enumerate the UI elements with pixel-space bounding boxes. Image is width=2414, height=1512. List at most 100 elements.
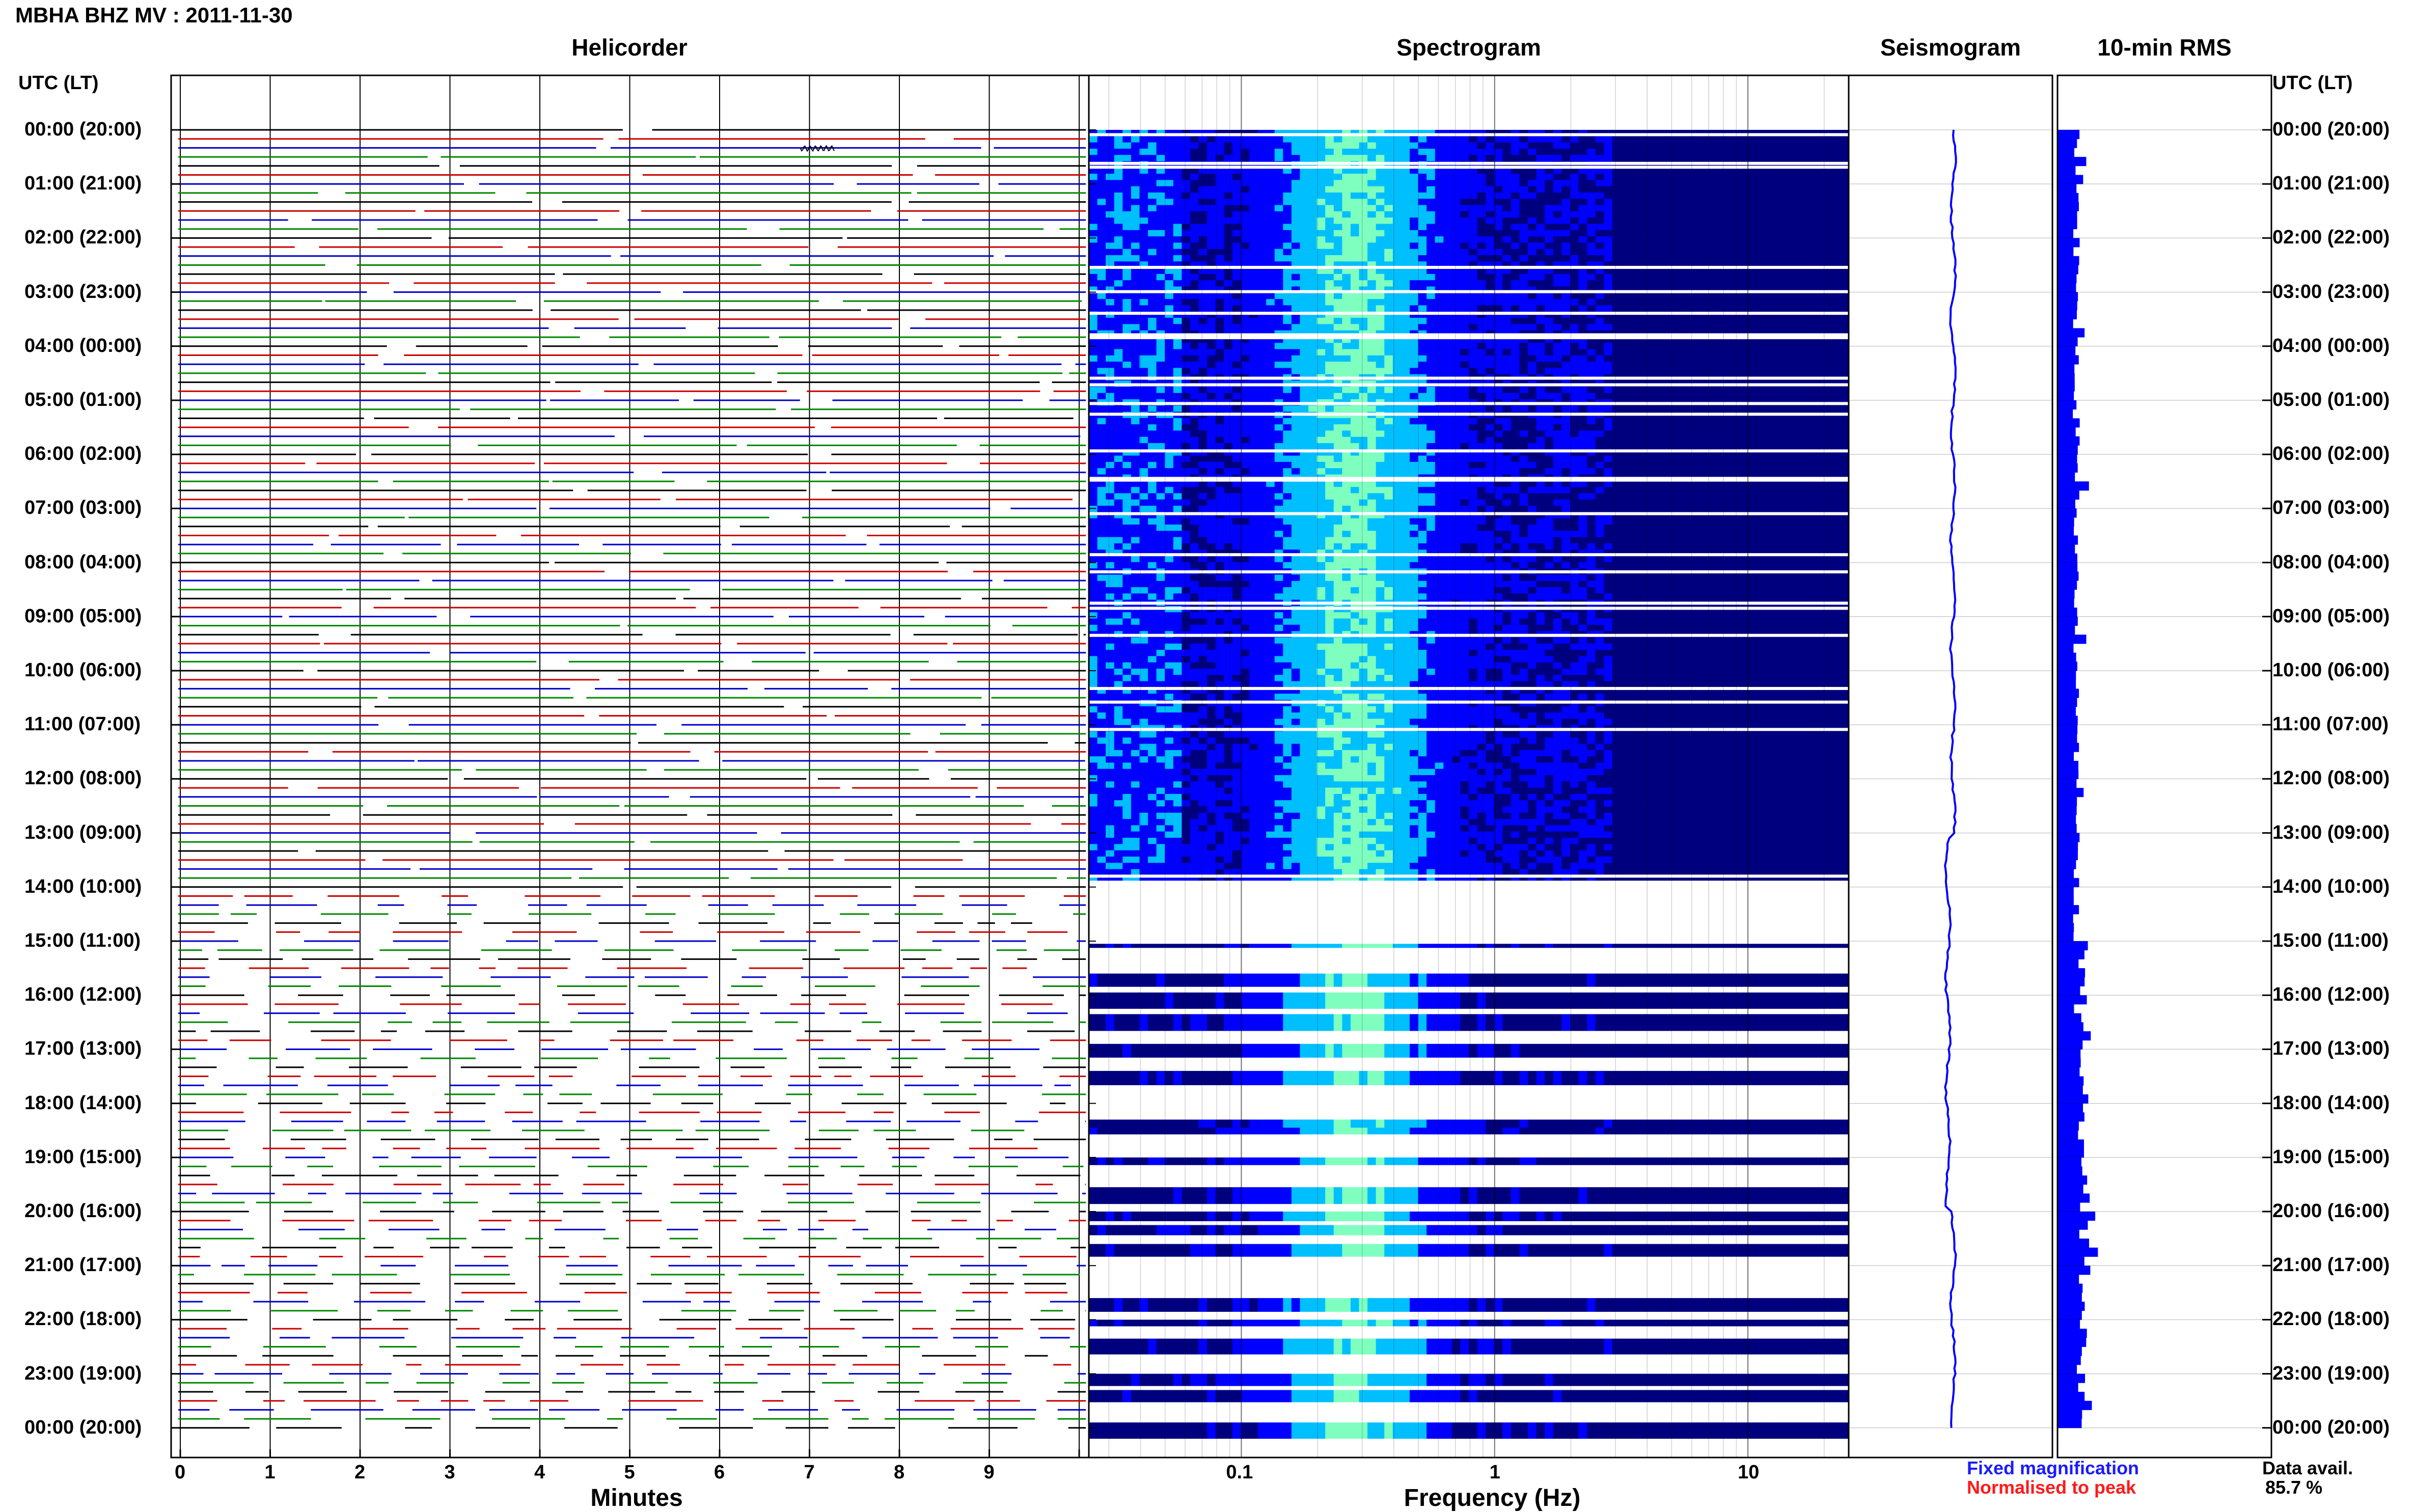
spectrogram-cell — [1443, 424, 1452, 431]
spectrogram-cell — [1190, 387, 1199, 393]
spectrogram-cell — [1351, 456, 1359, 462]
spectrogram-cell — [1604, 368, 1612, 374]
spectrogram-cell — [1300, 149, 1308, 155]
spectrogram-cell — [1832, 224, 1841, 231]
spectrogram-cell — [1435, 143, 1444, 149]
spectrogram-cell — [1435, 355, 1444, 362]
spectrogram-cell — [1199, 343, 1208, 349]
spectrogram-cell — [1435, 393, 1444, 400]
spectrogram-cell — [1249, 274, 1258, 281]
spectrogram-cell — [1157, 205, 1165, 212]
spectrogram-cell — [1367, 362, 1376, 368]
spectrogram-cell — [1655, 143, 1663, 149]
spectrogram-cell — [1731, 387, 1739, 393]
spectrogram-cell — [1655, 462, 1663, 469]
spectrogram-cell — [1207, 205, 1216, 212]
spectrogram-cell — [1427, 136, 1435, 143]
spectrogram-cell — [1629, 236, 1638, 243]
spectrogram-cell — [1460, 424, 1469, 431]
spectrogram-cell — [1351, 186, 1359, 193]
spectrogram-cell — [1249, 387, 1258, 393]
spectrogram-cell — [1781, 355, 1790, 362]
spectrogram-cell — [1773, 324, 1781, 331]
spectrogram-cell — [1351, 368, 1359, 374]
spectrogram-cell — [1790, 180, 1798, 186]
spectrogram-cell — [1367, 143, 1376, 149]
spectrogram-cell — [1764, 280, 1773, 287]
spectrogram-cell — [1764, 387, 1773, 393]
spectrogram-cell — [1486, 180, 1494, 186]
spectrogram-cell — [1283, 437, 1292, 444]
spectrogram-cell — [1367, 149, 1376, 155]
spectrogram-cell — [1224, 430, 1232, 437]
spectrogram-cell — [1655, 186, 1663, 193]
spectrogram-cell — [1596, 230, 1604, 237]
spectrogram-cell — [1486, 393, 1494, 400]
spectrogram-cell — [1697, 143, 1706, 149]
spectrogram-cell — [1131, 249, 1140, 256]
spectrogram-cell — [1612, 249, 1621, 256]
spectrogram-cell — [1351, 437, 1359, 444]
spectrogram-cell — [1098, 424, 1106, 431]
spectrogram-cell — [1671, 343, 1680, 349]
spectrogram-cell — [1435, 349, 1444, 356]
spectrogram-cell — [1621, 405, 1629, 412]
spectrogram-cell — [1283, 349, 1292, 356]
spectrogram-cell — [1241, 387, 1249, 393]
spectrogram-cell — [1663, 468, 1671, 475]
spectrogram-cell — [1334, 324, 1342, 331]
spectrogram-cell — [1756, 456, 1765, 462]
spectrogram-cell — [1232, 242, 1241, 249]
spectrogram-cell — [1207, 387, 1216, 393]
spectrogram-cell — [1587, 174, 1596, 180]
spectrogram-cell — [1148, 305, 1157, 312]
spectrogram-cell — [1173, 205, 1182, 212]
spectrogram-cell — [1621, 249, 1629, 256]
spectrogram-cell — [1832, 387, 1841, 393]
spectrogram-cell — [1131, 236, 1140, 243]
spectrogram-cell — [1131, 230, 1140, 237]
spectrogram-cell — [1325, 405, 1334, 412]
spectrogram-cell — [1486, 368, 1494, 374]
spectrogram-cell — [1165, 211, 1173, 218]
spectrogram-cell — [1452, 293, 1461, 299]
spectrogram-cell — [1756, 424, 1765, 431]
spectrogram-cell — [1182, 199, 1190, 205]
spectrogram-cell — [1612, 424, 1621, 431]
spectrogram-cell — [1342, 293, 1351, 299]
spectrogram-cell — [1815, 368, 1824, 374]
spectrogram-cell — [1342, 305, 1351, 312]
spectrogram-cell — [1773, 343, 1781, 349]
spectrogram-cell — [1266, 355, 1275, 362]
spectrogram-cell — [1342, 230, 1351, 237]
spectrogram-cell — [1300, 211, 1308, 218]
spectrogram-cell — [1663, 143, 1671, 149]
spectrogram-cell — [1410, 280, 1418, 287]
spectrogram-cell — [1401, 211, 1410, 218]
spectrogram-cell — [1182, 149, 1190, 155]
spectrogram-cell — [1300, 305, 1308, 312]
spectrogram-cell — [1131, 242, 1140, 249]
spectrogram-cell — [1190, 318, 1199, 324]
spectrogram-cell — [1561, 205, 1570, 212]
spectrogram-cell — [1477, 424, 1486, 431]
spectrogram-cell — [1266, 424, 1275, 431]
spectrogram-cell — [1165, 193, 1173, 199]
spectrogram-cell — [1089, 242, 1098, 249]
spectrogram-cell — [1697, 230, 1706, 237]
spectrogram-cell — [1435, 343, 1444, 349]
spectrogram-cell — [1418, 343, 1427, 349]
spectrogram-cell — [1764, 462, 1773, 469]
spectrogram-cell — [1427, 324, 1435, 331]
spectrogram-cell — [1367, 468, 1376, 475]
spectrogram-cell — [1367, 393, 1376, 400]
spectrogram-cell — [1401, 193, 1410, 199]
spectrogram-cell — [1621, 349, 1629, 356]
spectrogram-cell — [1266, 293, 1275, 299]
spectrogram-cell — [1790, 362, 1798, 368]
spectrogram-cell — [1655, 405, 1663, 412]
spectrogram-cell — [1553, 468, 1562, 475]
spectrogram-cell — [1655, 468, 1663, 475]
spectrogram-cell — [1638, 443, 1647, 450]
spectrogram-cell — [1334, 205, 1342, 212]
